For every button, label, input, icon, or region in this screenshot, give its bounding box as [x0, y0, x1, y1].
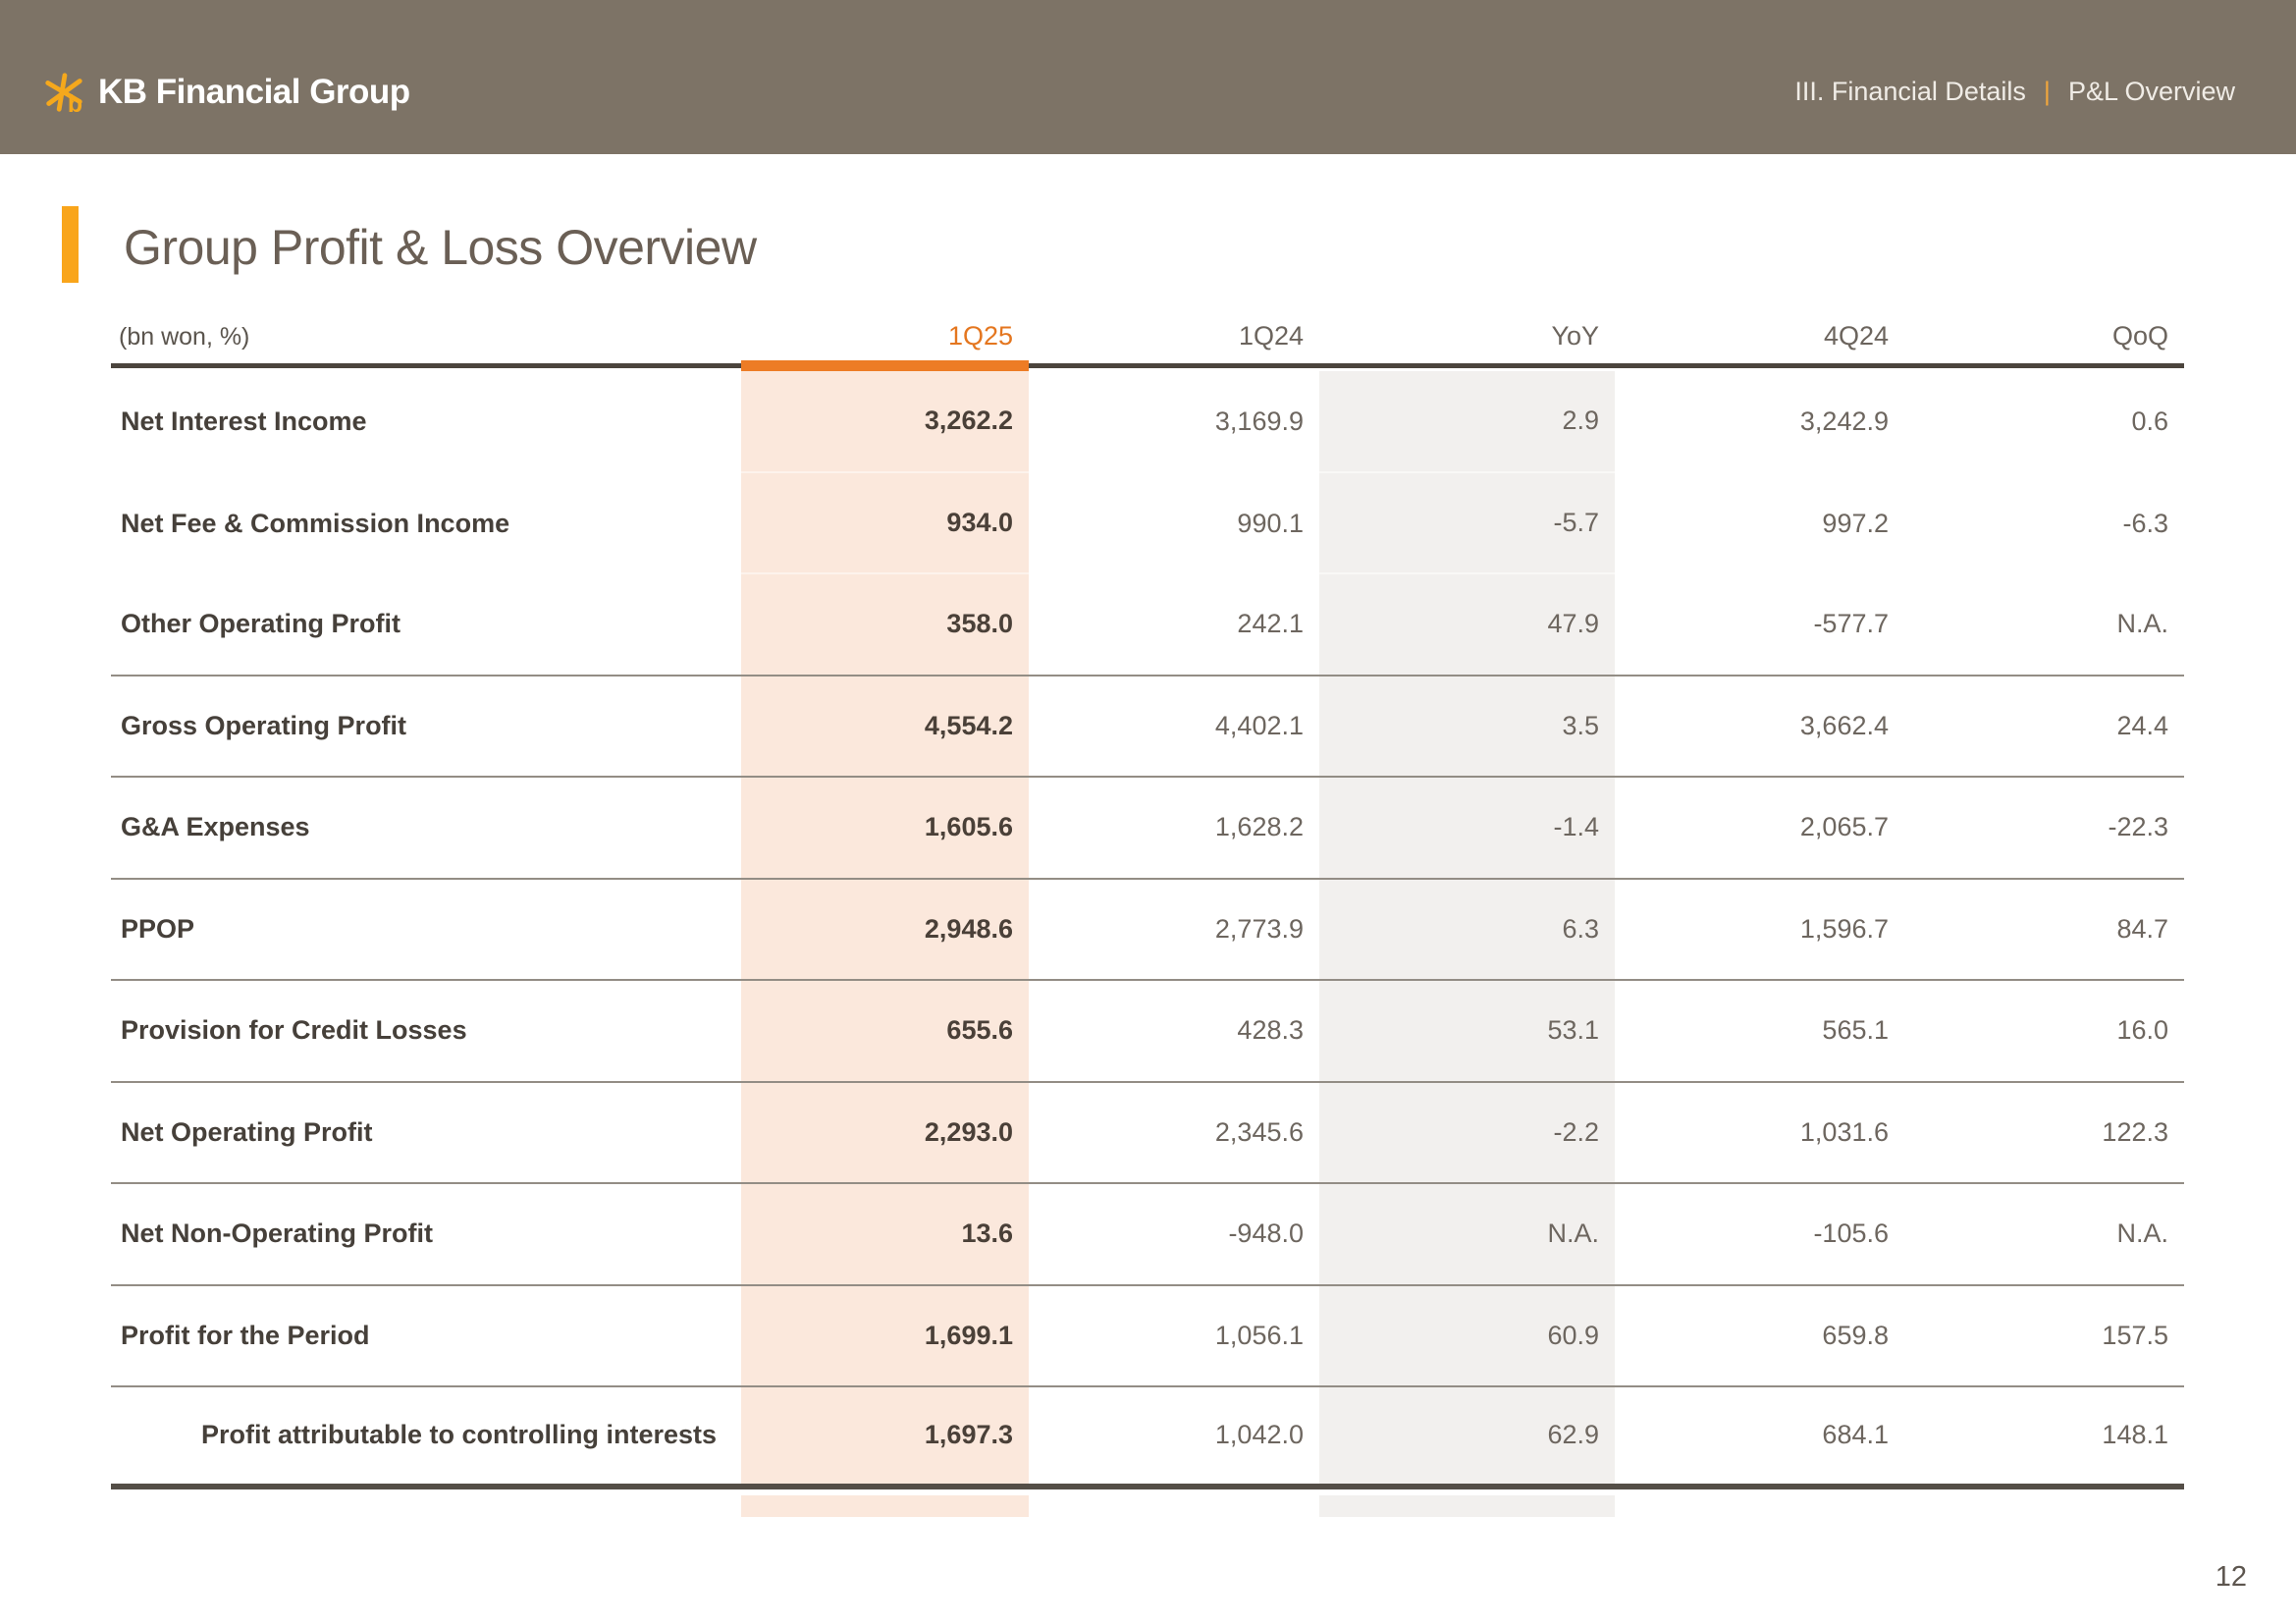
value-yoy: 60.9	[1319, 1285, 1615, 1387]
value-yoy: -5.7	[1319, 472, 1615, 574]
value-1q24: 428.3	[1029, 981, 1319, 1083]
logo-text: KB Financial Group	[98, 72, 410, 111]
highlight-column-marker	[741, 360, 1029, 371]
value-1q25: 1,605.6	[741, 778, 1029, 880]
value-4q24: 997.2	[1822, 508, 1889, 538]
value-1q25: 13.6	[741, 1184, 1029, 1286]
value-1q25: 655.6	[741, 981, 1029, 1083]
value-yoy: 2.9	[1319, 371, 1615, 473]
row-label: Net Fee & Commission Income	[121, 508, 510, 538]
value-qoq: 84.7	[1904, 880, 2184, 981]
value-qoq: 148.1	[1904, 1387, 2184, 1489]
value-qoq: -22.3	[1904, 778, 2184, 880]
value-qoq: N.A.	[1904, 1184, 2184, 1286]
highlight-column-stub	[741, 1494, 1029, 1517]
value-qoq: 24.4	[1904, 677, 2184, 778]
value-1q25: 358.0	[741, 574, 1029, 677]
value-qoq: 0.6	[2131, 406, 2168, 437]
value-yoy: -1.4	[1319, 778, 1615, 880]
value-4q24: 659.8	[1615, 1286, 1904, 1387]
value-1q25: 1,697.3	[741, 1387, 1029, 1489]
value-yoy: 6.3	[1319, 879, 1615, 981]
value-1q24: 2,773.9	[1029, 880, 1319, 981]
svg-text:b: b	[68, 90, 82, 115]
value-1q24: 1,056.1	[1029, 1286, 1319, 1387]
row-label: G&A Expenses	[111, 778, 741, 880]
value-qoq: 122.3	[1904, 1083, 2184, 1184]
row-label: Provision for Credit Losses	[111, 981, 741, 1083]
value-1q24: 1,042.0	[1029, 1387, 1319, 1489]
pl-table: Net Interest Income 3,262.2 3,169.9 2.9 …	[111, 371, 2184, 1489]
table-header-row: (bn won, %) 1Q25 1Q24 YoY 4Q24 QoQ	[111, 302, 2184, 357]
value-1q25: 1,699.1	[741, 1285, 1029, 1387]
value-4q24: 1,031.6	[1615, 1083, 1904, 1184]
value-1q25: 2,948.6	[741, 879, 1029, 981]
value-4q24: 1,596.7	[1615, 880, 1904, 981]
row-label: Profit for the Period	[111, 1286, 741, 1387]
unit-label: (bn won, %)	[119, 323, 250, 351]
value-yoy: N.A.	[1319, 1184, 1615, 1286]
value-1q24: 4,402.1	[1029, 677, 1319, 778]
title-accent-bar	[62, 206, 79, 283]
column-header-1q25: 1Q25	[947, 321, 1013, 351]
value-1q24: 990.1	[1237, 508, 1304, 538]
value-1q25: 2,293.0	[741, 1082, 1029, 1184]
value-qoq: -6.3	[2122, 508, 2168, 538]
value-qoq: N.A.	[1904, 574, 2184, 677]
value-4q24: -105.6	[1615, 1184, 1904, 1286]
value-1q24: 242.1	[1029, 574, 1319, 677]
column-header-1q24: 1Q24	[1238, 321, 1304, 351]
kb-logo: b KB Financial Group	[41, 70, 410, 115]
page-title: Group Profit & Loss Overview	[124, 220, 757, 275]
breadcrumb: III. Financial Details | P&L Overview	[1794, 77, 2235, 107]
row-label: Profit attributable to controlling inter…	[111, 1387, 741, 1489]
row-label: Other Operating Profit	[111, 574, 741, 677]
value-yoy: 53.1	[1319, 981, 1615, 1083]
value-yoy: 62.9	[1319, 1387, 1615, 1489]
value-4q24: 3,662.4	[1615, 677, 1904, 778]
row-label: PPOP	[111, 880, 741, 981]
row-label: Net Non-Operating Profit	[111, 1184, 741, 1286]
value-yoy: 47.9	[1319, 574, 1615, 677]
kb-star-icon: b	[45, 72, 82, 115]
value-yoy: -2.2	[1319, 1082, 1615, 1184]
value-4q24: 684.1	[1615, 1387, 1904, 1489]
value-1q24: 2,345.6	[1029, 1083, 1319, 1184]
value-yoy: 3.5	[1319, 676, 1615, 778]
table-header-rule	[111, 363, 2184, 368]
value-1q24: -948.0	[1029, 1184, 1319, 1286]
value-4q24: -577.7	[1615, 574, 1904, 677]
value-4q24: 3,242.9	[1799, 406, 1889, 437]
breadcrumb-section: III. Financial Details	[1794, 77, 2026, 106]
row-label: Net Operating Profit	[111, 1083, 741, 1184]
value-1q25: 934.0	[741, 472, 1029, 574]
column-header-yoy: YoY	[1551, 321, 1599, 351]
value-1q24: 3,169.9	[1214, 406, 1304, 437]
header-band: b KB Financial Group III. Financial Deta…	[0, 0, 2296, 154]
value-qoq: 16.0	[1904, 981, 2184, 1083]
yoy-column-stub	[1319, 1494, 1615, 1517]
value-1q24: 1,628.2	[1029, 778, 1319, 880]
value-4q24: 2,065.7	[1615, 778, 1904, 880]
value-1q25: 3,262.2	[741, 371, 1029, 473]
value-qoq: 157.5	[1904, 1286, 2184, 1387]
page-number: 12	[2215, 1561, 2247, 1593]
value-4q24: 565.1	[1615, 981, 1904, 1083]
row-label: Gross Operating Profit	[111, 677, 741, 778]
breadcrumb-page: P&L Overview	[2067, 77, 2235, 106]
breadcrumb-separator: |	[2043, 77, 2051, 106]
column-header-qoq: QoQ	[2111, 321, 2168, 351]
value-1q25: 4,554.2	[741, 676, 1029, 778]
row-label: Net Interest Income	[121, 406, 367, 437]
column-header-4q24: 4Q24	[1823, 321, 1889, 351]
